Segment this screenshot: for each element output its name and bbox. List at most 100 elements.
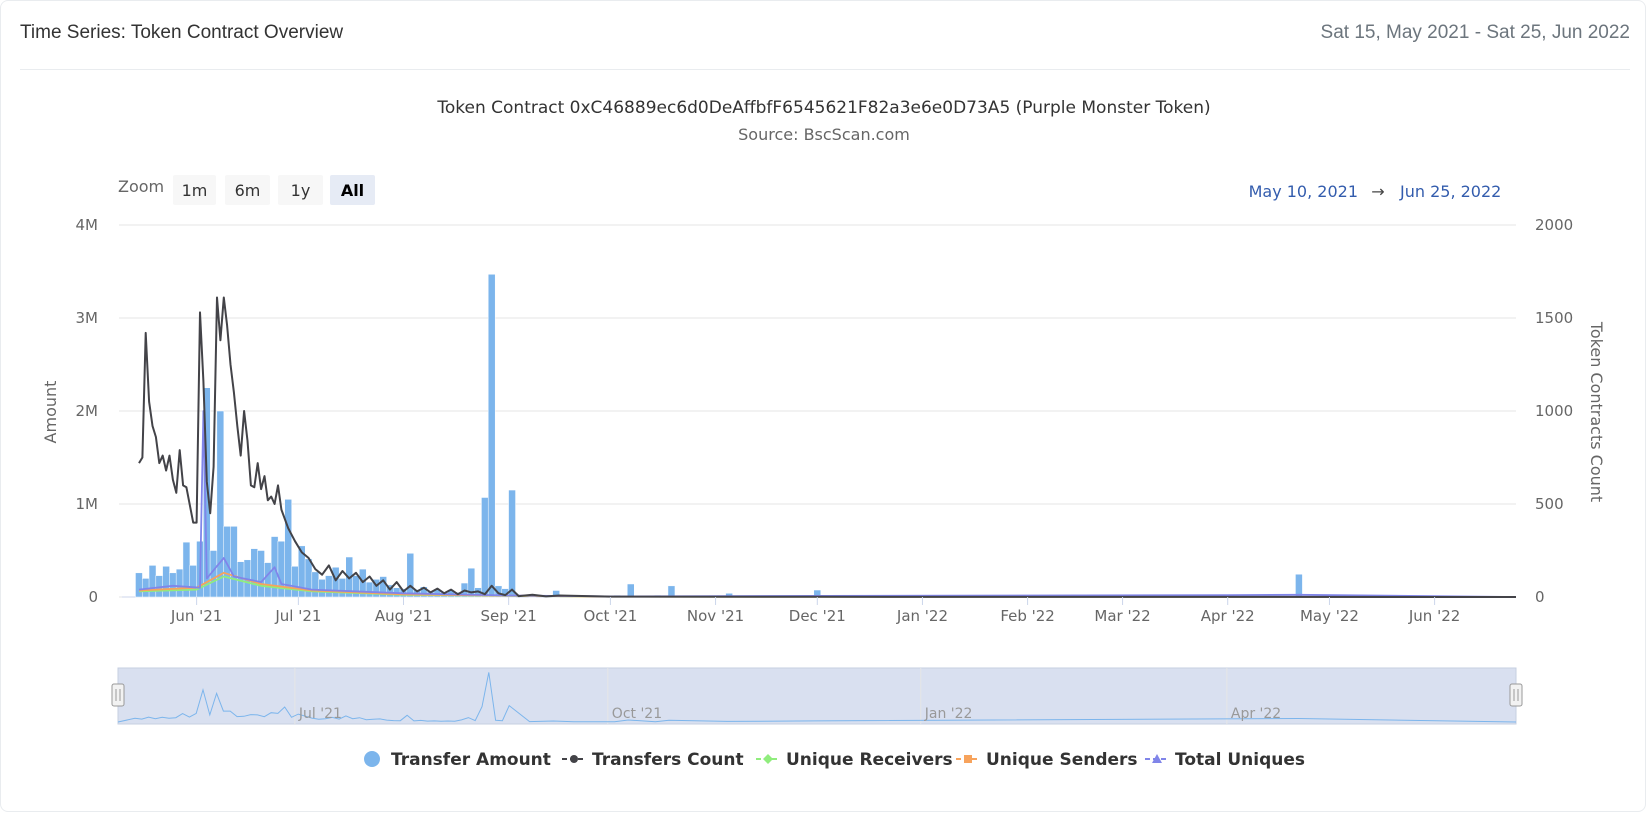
y-axis-left-ticks: 0 1M 2M 3M 4M xyxy=(76,216,99,606)
zoom-button-1m[interactable]: 1m xyxy=(173,175,216,205)
range-from[interactable]: May 10, 2021 xyxy=(1249,182,1358,201)
zoom-button-all[interactable]: All xyxy=(330,175,375,205)
navigator-ticks: Jul '21 Oct '21 Jan '22 Apr '22 xyxy=(298,706,1281,722)
line-transfers-count xyxy=(138,296,1517,598)
y-left-tick-label: 0 xyxy=(88,588,98,606)
y-right-tick-label: 2000 xyxy=(1535,216,1573,234)
zoom-button-6m-label: 6m xyxy=(235,181,261,200)
navigator-tick-label: Apr '22 xyxy=(1231,706,1281,722)
card-title: Time Series: Token Contract Overview xyxy=(20,22,344,43)
legend-marker-total-uniques xyxy=(1152,754,1162,763)
x-tick-label: Jan '22 xyxy=(896,607,948,625)
transfer-amount-bar xyxy=(406,553,415,598)
time-series-chart: Token Contract 0xC46889ec6d0DeAffbfF6545… xyxy=(41,98,1606,770)
x-tick-label: Oct '21 xyxy=(583,607,637,625)
transfer-amount-bar xyxy=(230,526,238,598)
transfer-amount-bar xyxy=(135,572,143,598)
chart-subtitle: Source: BscScan.com xyxy=(738,125,910,144)
legend-marker-unique-receivers xyxy=(763,754,773,764)
transfer-amount-bar xyxy=(250,548,259,598)
x-tick-label: Jul '21 xyxy=(274,607,321,625)
x-tick-label: Jun '22 xyxy=(1408,607,1460,625)
transfer-amount-bar xyxy=(264,562,272,598)
transfer-amount-bar xyxy=(203,387,211,598)
x-tick-label: Sep '21 xyxy=(481,607,537,625)
y-left-tick-label: 4M xyxy=(76,216,99,234)
transfer-amount-bar xyxy=(216,410,225,598)
legend-marker-unique-senders xyxy=(964,755,972,763)
transfer-amount-bar xyxy=(162,566,170,598)
x-tick-label: Jun '21 xyxy=(170,607,222,625)
card-header: Time Series: Token Contract Overview Sat… xyxy=(20,19,1630,70)
transfer-amount-bar xyxy=(291,566,299,598)
zoom-button-all-label: All xyxy=(341,181,364,200)
gridlines xyxy=(119,224,1516,598)
zoom-button-1y-label: 1y xyxy=(291,181,311,200)
zoom-button-1m-label: 1m xyxy=(182,181,208,200)
navigator[interactable]: Jul '21 Oct '21 Jan '22 Apr '22 xyxy=(111,667,1523,725)
transfer-amount-bar xyxy=(175,568,184,598)
navigator-handle-left[interactable] xyxy=(111,683,125,707)
navigator-series-line xyxy=(117,672,1517,723)
x-tick-label: Apr '22 xyxy=(1201,607,1255,625)
y-axis-right-title: Token Contracts Count xyxy=(1587,321,1606,502)
x-tick-label: Aug '21 xyxy=(375,607,432,625)
transfer-amount-bar xyxy=(189,565,197,598)
x-tick-label: Nov '21 xyxy=(687,607,744,625)
transfer-amount-bar xyxy=(667,585,676,598)
transfer-amount-bar xyxy=(338,578,347,598)
legend-item-unique-receivers[interactable]: Unique Receivers xyxy=(756,750,953,770)
navigator-background xyxy=(117,667,1517,725)
legend-item-unique-senders[interactable]: Unique Senders xyxy=(956,750,1138,770)
transfer-amount-bar xyxy=(481,497,489,598)
transfer-amount-bar xyxy=(627,583,635,598)
range-to[interactable]: Jun 25, 2022 xyxy=(1399,182,1501,201)
legend-item-transfers-count[interactable]: Transfers Count xyxy=(562,750,744,770)
transfer-amount-bar xyxy=(284,499,292,598)
y-left-tick-label: 3M xyxy=(76,309,99,327)
navigator-gridlines xyxy=(294,668,1228,724)
chart-card: Time Series: Token Contract Overview Sat… xyxy=(0,0,1646,812)
y-right-tick-label: 1000 xyxy=(1535,402,1573,420)
transfer-amount-bar xyxy=(1295,573,1303,598)
card-date-range: Sat 15, May 2021 - Sat 25, Jun 2022 xyxy=(1320,22,1630,43)
y-left-tick-label: 1M xyxy=(76,495,99,513)
transfer-amount-bar xyxy=(311,571,320,598)
legend-marker-transfer-amount xyxy=(364,751,380,767)
transfer-amount-bar xyxy=(257,550,265,598)
legend-label-unique-senders: Unique Senders xyxy=(986,750,1138,770)
legend: Transfer Amount Transfers Count Unique R… xyxy=(364,750,1305,770)
legend-item-total-uniques[interactable]: Total Uniques xyxy=(1145,750,1305,770)
transfer-amount-bar xyxy=(467,567,476,598)
transfer-amount-bar xyxy=(508,489,516,598)
legend-label-transfers-count: Transfers Count xyxy=(592,750,744,770)
x-axis-ticks: Jun '21 Jul '21 Aug '21 Sep '21 Oct '21 Nov '… xyxy=(170,597,1460,625)
transfer-amount-bar xyxy=(318,579,326,598)
range-arrow: → xyxy=(1371,182,1384,201)
transfer-amount-bar xyxy=(223,526,231,598)
transfer-amount-bar xyxy=(148,565,157,598)
legend-item-transfer-amount[interactable]: Transfer Amount xyxy=(364,750,551,770)
transfer-amount-columns xyxy=(135,274,1303,598)
navigator-handle-right[interactable] xyxy=(1509,683,1523,707)
zoom-label: Zoom xyxy=(118,177,164,196)
series-lines xyxy=(138,296,1517,598)
transfer-amount-bar xyxy=(325,575,333,598)
legend-marker-transfers-count xyxy=(570,755,578,763)
navigator-tick-label: Oct '21 xyxy=(612,706,662,722)
transfer-amount-bar xyxy=(365,581,374,598)
zoom-button-6m[interactable]: 6m xyxy=(225,175,270,205)
y-right-tick-label: 0 xyxy=(1535,588,1545,606)
y-axis-left-title: Amount xyxy=(41,381,60,444)
x-tick-label: Dec '21 xyxy=(789,607,846,625)
y-right-tick-label: 1500 xyxy=(1535,309,1573,327)
x-tick-label: May '22 xyxy=(1300,607,1359,625)
y-left-tick-label: 2M xyxy=(76,402,99,420)
y-axis-right-ticks: 0 500 1000 1500 2000 xyxy=(1535,216,1573,606)
x-tick-label: Mar '22 xyxy=(1094,607,1150,625)
legend-label-total-uniques: Total Uniques xyxy=(1175,750,1305,770)
x-tick-label: Feb '22 xyxy=(1000,607,1055,625)
transfer-amount-bar xyxy=(487,274,496,598)
y-right-tick-label: 500 xyxy=(1535,495,1564,513)
zoom-button-1y[interactable]: 1y xyxy=(278,175,323,205)
